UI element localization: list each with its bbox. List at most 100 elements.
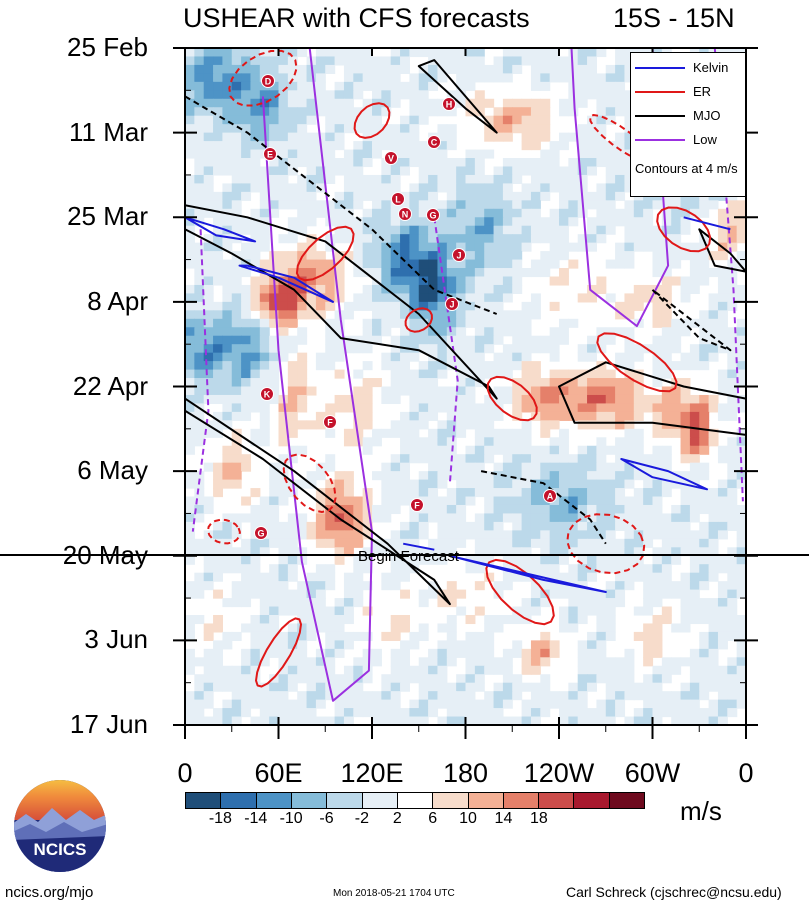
heat-cell (661, 614, 672, 625)
heat-cell (194, 166, 205, 176)
heat-cell (315, 614, 326, 625)
heat-cell (596, 115, 607, 125)
heat-cell (306, 259, 317, 269)
heat-cell (194, 394, 205, 405)
heat-cell (185, 183, 195, 193)
heat-cell (213, 462, 223, 472)
heat-cell (409, 699, 420, 709)
heat-cell (587, 90, 597, 100)
heat-cell (633, 445, 644, 455)
heat-cell (587, 115, 597, 125)
heat-cell (409, 208, 420, 218)
heat-cell (343, 124, 354, 134)
heat-cell (717, 234, 728, 244)
heat-cell (680, 488, 691, 498)
heat-cell (428, 335, 439, 345)
heat-cell (456, 640, 467, 650)
heat-cell (568, 48, 579, 58)
heat-cell (185, 403, 195, 413)
heat-cell (493, 234, 504, 244)
heat-cell (587, 352, 597, 362)
heat-cell (297, 132, 308, 142)
heat-cell (587, 335, 597, 345)
heat-cell (241, 242, 252, 252)
heat-cell (437, 598, 448, 608)
heat-cell (493, 665, 504, 675)
heat-cell (287, 191, 298, 201)
heat-cell (222, 48, 233, 58)
heat-cell (605, 166, 616, 176)
heat-cell (446, 657, 457, 667)
heat-cell (297, 64, 308, 74)
heat-cell (194, 581, 205, 591)
heat-cell (559, 445, 569, 455)
heat-cell (484, 403, 495, 413)
heat-cell (194, 64, 205, 74)
heat-cell (362, 56, 373, 66)
heat-cell (493, 200, 504, 210)
heat-cell (465, 631, 476, 641)
heat-cell (315, 166, 326, 176)
heat-cell (241, 572, 252, 582)
heat-cell (325, 606, 336, 616)
heat-cell (456, 530, 467, 540)
heat-cell (689, 454, 700, 464)
heat-cell (596, 657, 607, 667)
heat-cell (409, 335, 420, 345)
heat-cell (736, 225, 746, 235)
heat-cell (587, 521, 597, 531)
kelvin-contour (683, 216, 731, 231)
heat-cell (502, 344, 513, 354)
heat-cell (727, 606, 738, 616)
heat-cell (428, 504, 439, 515)
heat-cell (194, 310, 205, 320)
heat-cell (456, 538, 467, 548)
heat-cell (287, 73, 298, 83)
heat-cell (605, 674, 616, 684)
heat-cell (372, 208, 382, 218)
heat-cell (194, 73, 205, 83)
y-tick-label: 8 Apr (87, 285, 148, 316)
heat-cell (615, 691, 626, 701)
heat-cell (708, 665, 719, 675)
heat-cell (708, 344, 719, 354)
heat-cell (736, 327, 746, 337)
heat-cell (708, 394, 719, 405)
heat-cell (362, 530, 373, 540)
heat-cell (297, 259, 308, 269)
heat-cell (456, 327, 467, 337)
heat-cell (474, 335, 485, 345)
heat-cell (530, 589, 541, 599)
heat-cell (671, 589, 682, 599)
heat-cell (577, 158, 588, 168)
heat-cell (727, 386, 738, 396)
heat-cell (231, 48, 242, 58)
heat-cell (428, 555, 439, 565)
heat-cell (203, 361, 214, 371)
heat-cell (699, 708, 710, 718)
heat-cell (456, 386, 467, 396)
heat-cell (381, 581, 392, 591)
heat-cell (343, 225, 354, 235)
heat-cell (269, 141, 280, 151)
heat-cell (605, 564, 616, 574)
heat-cell (325, 428, 336, 438)
heat-cell (624, 48, 635, 58)
heat-cell (736, 691, 746, 701)
heat-cell (185, 149, 195, 159)
heat-cell (334, 318, 345, 328)
heat-cell (203, 132, 214, 142)
heat-cell (624, 513, 635, 523)
heat-cell (530, 699, 541, 709)
heat-cell (213, 327, 223, 337)
heat-cell (717, 682, 728, 692)
heat-cell (521, 335, 532, 345)
heat-cell (203, 251, 214, 261)
heat-cell (194, 242, 205, 252)
heat-cell (409, 708, 420, 718)
heat-cell (512, 530, 523, 540)
heat-cell (241, 394, 252, 405)
heat-cell (717, 496, 728, 506)
heat-cell (474, 242, 485, 252)
heat-cell (269, 208, 280, 218)
